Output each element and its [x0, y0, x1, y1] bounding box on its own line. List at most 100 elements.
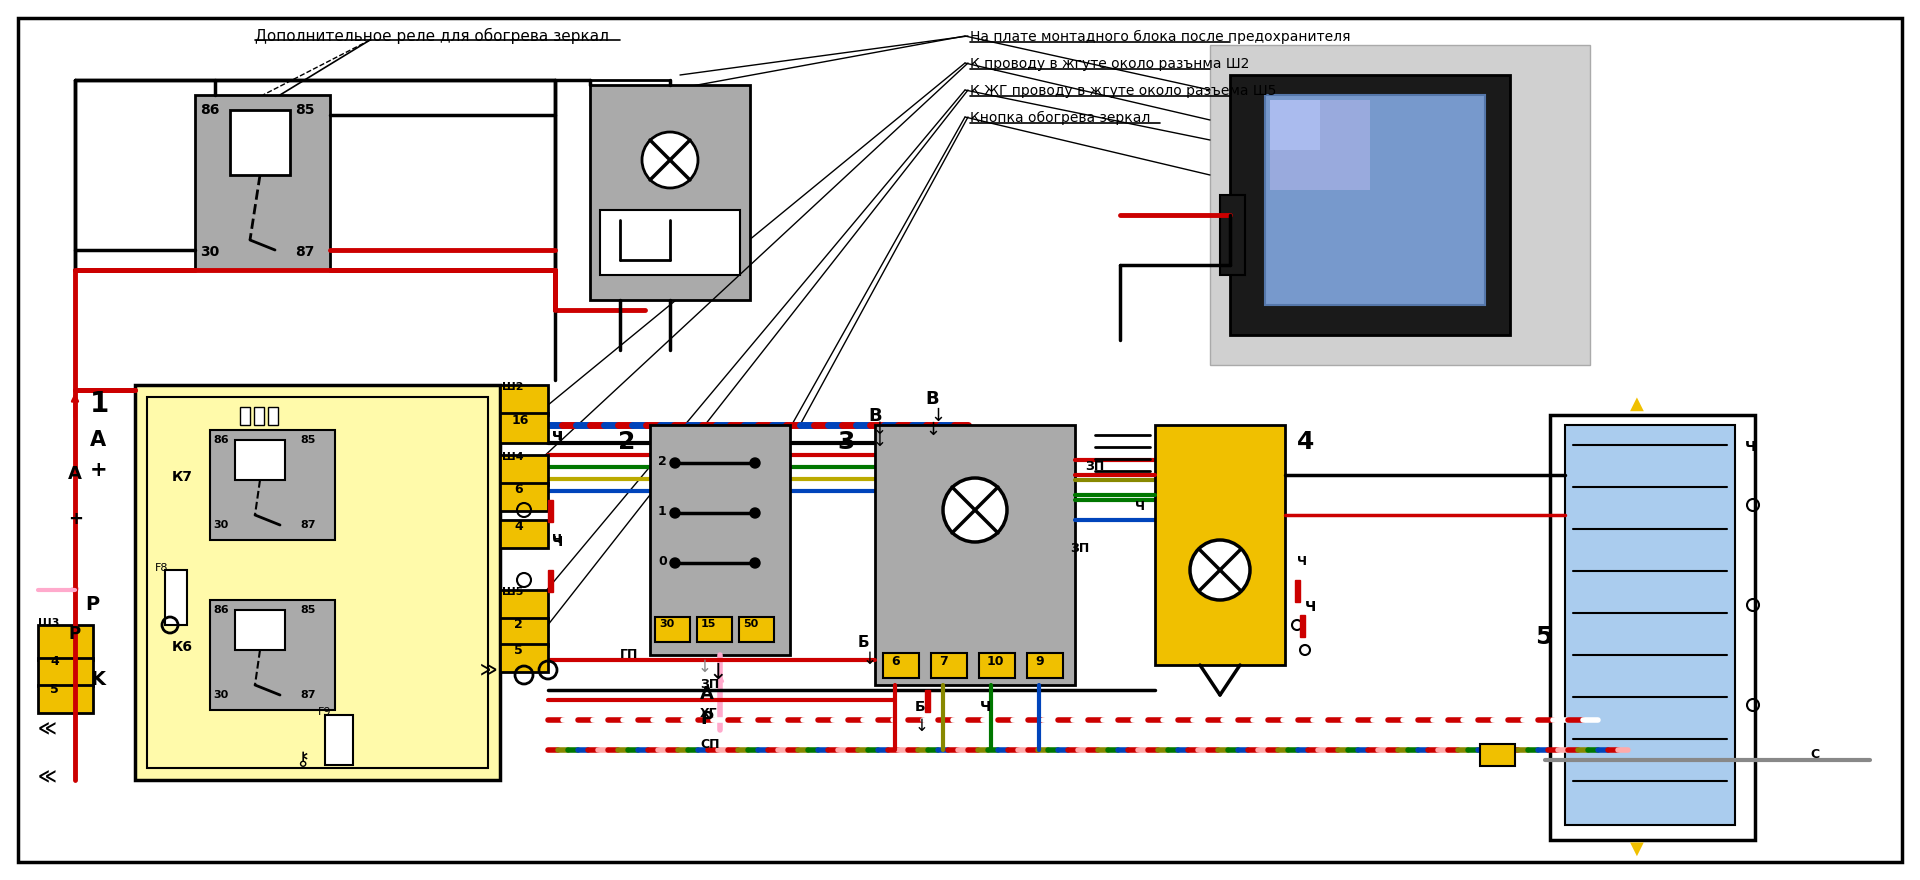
Text: ▼: ▼ — [1630, 840, 1644, 858]
Bar — [925, 690, 929, 712]
Text: Ш5: Ш5 — [501, 587, 524, 597]
Text: 5: 5 — [515, 644, 522, 657]
Text: ↓: ↓ — [925, 421, 941, 439]
Text: P: P — [84, 595, 100, 614]
Text: ХГ: ХГ — [701, 707, 718, 720]
Text: 87: 87 — [296, 245, 315, 259]
Text: ЗП: ЗП — [1069, 542, 1089, 555]
Text: К6: К6 — [173, 640, 194, 654]
Text: K: K — [90, 670, 106, 689]
Text: ↓: ↓ — [708, 663, 726, 683]
Bar — [1269, 100, 1321, 150]
Bar — [499, 483, 547, 511]
Bar — [1027, 653, 1064, 678]
Bar — [1156, 425, 1284, 665]
Text: ↓: ↓ — [929, 407, 945, 425]
Circle shape — [943, 478, 1006, 542]
Text: 4: 4 — [515, 520, 522, 533]
Text: На плате монтадного блока после предохранителя: На плате монтадного блока после предохра… — [970, 30, 1350, 44]
Bar — [165, 570, 186, 625]
Text: ↓: ↓ — [916, 717, 929, 735]
Text: ↓: ↓ — [874, 432, 887, 450]
Bar — [38, 658, 92, 686]
Text: ≫: ≫ — [480, 660, 497, 678]
Text: F9: F9 — [319, 707, 332, 717]
Text: К проводу в жгуте около разънма Ш2: К проводу в жгуте около разънма Ш2 — [970, 57, 1250, 71]
Bar — [1265, 95, 1484, 305]
Bar — [1231, 75, 1509, 335]
Text: Ч: Ч — [979, 700, 991, 714]
Bar — [240, 407, 250, 425]
Bar — [883, 653, 920, 678]
Text: A: A — [67, 465, 83, 483]
Bar — [1300, 615, 1306, 637]
Text: 2: 2 — [659, 455, 666, 468]
Bar — [499, 644, 547, 672]
Text: +: + — [67, 510, 83, 528]
Text: ↓: ↓ — [874, 420, 887, 438]
Bar — [499, 618, 547, 646]
Text: Ч: Ч — [553, 533, 563, 546]
Text: Б: Б — [858, 635, 870, 650]
Text: 30: 30 — [659, 619, 674, 629]
Circle shape — [670, 458, 680, 468]
Bar — [209, 430, 334, 540]
Text: Ч: Ч — [1298, 555, 1308, 568]
Circle shape — [751, 458, 760, 468]
Text: 15: 15 — [701, 619, 716, 629]
Circle shape — [751, 558, 760, 568]
Text: 16: 16 — [513, 414, 530, 427]
Bar — [979, 653, 1016, 678]
Text: 4: 4 — [50, 655, 60, 668]
Bar — [230, 110, 290, 175]
Text: ≪: ≪ — [38, 768, 58, 786]
Text: +: + — [90, 460, 108, 480]
Text: Дополнительное реле для обогрева зеркал: Дополнительное реле для обогрева зеркал — [255, 28, 609, 44]
Bar — [499, 455, 547, 485]
Text: 86: 86 — [213, 605, 228, 615]
Bar — [209, 600, 334, 710]
Text: 87: 87 — [300, 690, 315, 700]
Bar — [931, 653, 968, 678]
Text: 30: 30 — [213, 690, 228, 700]
Text: 5: 5 — [50, 683, 60, 696]
Text: 4: 4 — [1298, 430, 1315, 454]
Text: ГП: ГП — [620, 648, 637, 661]
Text: К ЖГ проводу в жгуте около разъема Ш5: К ЖГ проводу в жгуте около разъема Ш5 — [970, 84, 1277, 98]
Text: 6: 6 — [891, 655, 900, 668]
Bar — [589, 85, 751, 300]
Bar — [234, 610, 284, 650]
Text: В: В — [868, 407, 881, 425]
Text: Ш2: Ш2 — [501, 382, 524, 392]
Circle shape — [1190, 540, 1250, 600]
Text: Ч: Ч — [553, 430, 563, 443]
Text: 2: 2 — [515, 618, 522, 631]
Bar — [38, 685, 92, 713]
Bar — [599, 210, 739, 275]
Text: 50: 50 — [743, 619, 758, 629]
Bar — [739, 617, 774, 642]
Bar — [499, 590, 547, 620]
Text: 5: 5 — [1534, 625, 1553, 649]
Bar — [1294, 580, 1300, 602]
Text: P: P — [67, 625, 81, 643]
Text: 30: 30 — [213, 520, 228, 530]
Text: 86: 86 — [200, 103, 219, 117]
Text: 85: 85 — [300, 605, 315, 615]
Bar — [1480, 744, 1515, 766]
Text: Ч: Ч — [1135, 500, 1144, 513]
Text: Ч: Ч — [1306, 600, 1317, 614]
Bar — [651, 425, 789, 655]
Text: 30: 30 — [200, 245, 219, 259]
Text: 1: 1 — [659, 505, 666, 518]
Text: B: B — [925, 390, 939, 408]
Text: A: A — [90, 430, 106, 450]
Bar — [655, 617, 689, 642]
Circle shape — [751, 508, 760, 518]
Text: 3: 3 — [837, 430, 854, 454]
Text: 10: 10 — [987, 655, 1004, 668]
Text: Ш4: Ш4 — [501, 452, 524, 462]
Text: 2: 2 — [618, 430, 636, 454]
Bar — [1549, 415, 1755, 840]
Bar — [1269, 100, 1371, 190]
